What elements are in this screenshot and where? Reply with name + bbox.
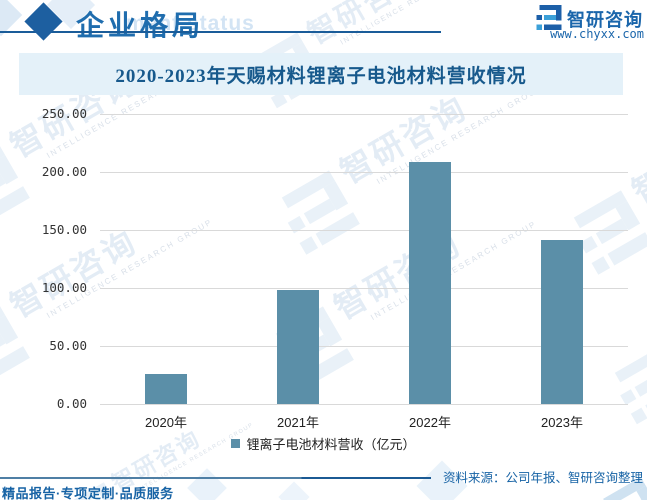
bar-2023年: [541, 240, 583, 404]
x-tick-label: 2022年: [409, 415, 451, 430]
y-tick-label: 200.00: [41, 164, 87, 179]
gridline: [100, 345, 628, 347]
plot-area: 2020年 2021年 2022年 2023年: [100, 113, 628, 430]
header-ghost-text: ment status: [126, 12, 255, 35]
logo-text: 智研咨询: [567, 10, 643, 30]
y-tick-label: 0.00: [56, 396, 87, 411]
legend-swatch: [231, 438, 241, 448]
footer-tagline: 精品报告·专项定制·品质服务: [2, 486, 174, 500]
x-tick-label: 2023年: [541, 415, 583, 430]
gridline: [100, 171, 628, 173]
footer-rule: [0, 477, 431, 479]
header-rule: [0, 31, 441, 33]
y-axis-labels: 0.00 50.00 100.00 150.00 200.00 250.00: [25, 106, 87, 411]
x-tick-label: 2020年: [145, 415, 187, 430]
source-note: 资料来源：公司年报、智研咨询整理: [442, 471, 643, 485]
diamond-decor: [187, 468, 227, 500]
zhiyan-logo-icon: [536, 5, 562, 30]
bar-2020年: [145, 374, 187, 404]
chart-title-band: 2020-2023年天赐材料锂离子电池材料营收情况: [19, 53, 623, 95]
legend-label: 锂离子电池材料营收（亿元）: [246, 436, 416, 452]
bar-2022年: [409, 162, 451, 404]
gridline: [100, 403, 628, 405]
chart-title: 2020-2023年天赐材料锂离子电池材料营收情况: [115, 65, 527, 87]
watermark-cn: 智研咨询: [301, 0, 428, 51]
x-tick-label: 2021年: [277, 415, 319, 430]
watermark-en: INTELLIGENCE RESEARCH GROUP: [338, 0, 492, 47]
gridline: [100, 229, 628, 231]
page-title: 企业格局: [76, 11, 205, 42]
y-tick-label: 100.00: [41, 280, 87, 295]
gridline: [100, 287, 628, 289]
y-tick-label: 150.00: [41, 222, 87, 237]
y-tick-label: 50.00: [49, 338, 87, 353]
chart-legend: 锂离子电池材料营收（亿元）: [0, 434, 647, 452]
logo-url[interactable]: www.chyxx.com: [550, 27, 644, 41]
bar-2021年: [277, 290, 319, 404]
diamond-decor: [278, 481, 310, 500]
gridline: [100, 113, 628, 115]
y-tick-label: 250.00: [41, 106, 87, 121]
section-diamond-icon: [24, 2, 63, 41]
